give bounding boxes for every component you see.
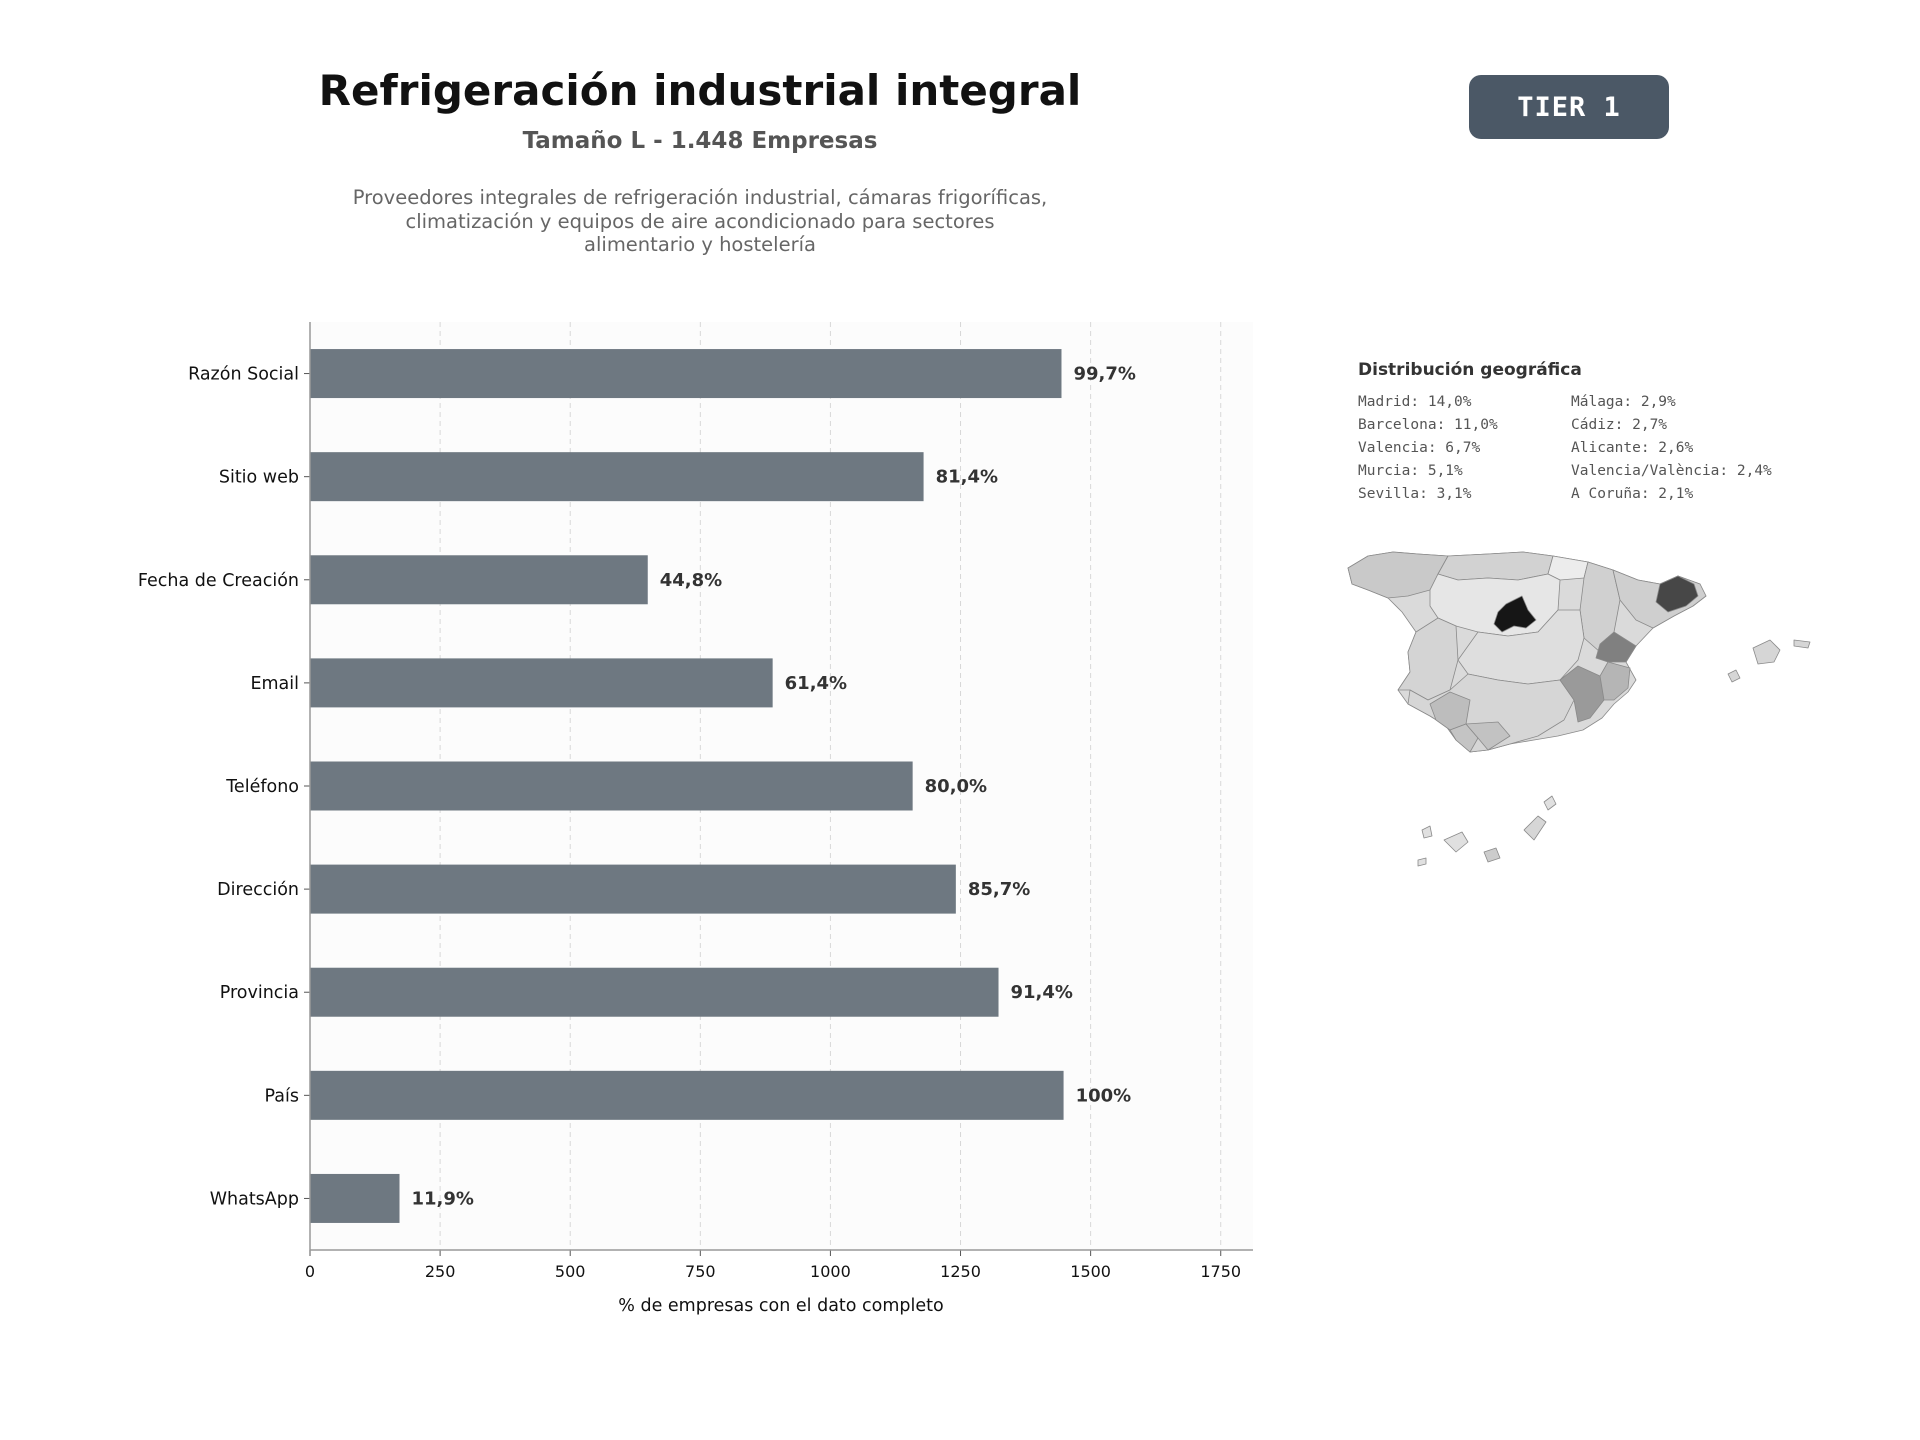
map-canary-5	[1543, 795, 1557, 811]
x-tick-label: 500	[555, 1262, 586, 1281]
geo-list: Madrid: 14,0% Málaga: 2,9% Barcelona: 11…	[1358, 394, 1858, 502]
data-label: 85,7%	[968, 879, 1030, 900]
data-label: 11,9%	[412, 1188, 474, 1209]
bar	[310, 452, 924, 502]
map-cantabria	[1437, 551, 1554, 581]
bar	[310, 658, 773, 708]
y-tick-label: País	[265, 1086, 299, 1106]
map-ibiza	[1727, 669, 1741, 683]
y-tick-label: Teléfono	[225, 777, 299, 797]
spain-map	[1347, 551, 1811, 867]
map-valencia	[1595, 631, 1637, 663]
map-basque	[1547, 555, 1589, 581]
bar	[310, 1070, 1064, 1120]
y-tick-label: Provincia	[220, 983, 299, 1003]
map-barcelona	[1655, 575, 1699, 613]
geo-item: A Coruña: 2,1%	[1571, 486, 1694, 502]
bars	[310, 349, 1064, 1223]
geo-item: Barcelona: 11,0%	[1358, 417, 1498, 433]
geo-item: Alicante: 2,6%	[1571, 440, 1694, 456]
y-tick-label: Email	[250, 674, 299, 694]
y-tick-label: Razón Social	[188, 365, 299, 385]
sector-description: Proveedores integrales de refrigeración …	[352, 186, 1048, 256]
bar	[310, 761, 913, 811]
map-extremadura	[1397, 617, 1459, 701]
x-tick-label: 0	[305, 1262, 315, 1281]
map-canary-2	[1483, 847, 1501, 863]
y-axis-labels: Razón Social Sitio web Fecha de Creación Em…	[138, 365, 310, 1209]
data-label: 81,4%	[936, 467, 998, 488]
geo-item: Murcia: 5,1%	[1358, 463, 1463, 479]
bar	[310, 967, 999, 1017]
data-label: 61,4%	[785, 673, 847, 694]
geo-item: Valencia: 6,7%	[1358, 440, 1481, 456]
y-tick-label: WhatsApp	[210, 1189, 299, 1209]
map-canary-6	[1417, 857, 1427, 867]
map-canary-3	[1421, 825, 1433, 839]
bar	[310, 555, 648, 605]
geo-item: Sevilla: 3,1%	[1358, 486, 1472, 502]
bar	[310, 864, 956, 914]
map-cadiz	[1449, 723, 1479, 753]
tier-badge: TIER 1	[1469, 75, 1669, 139]
bar	[310, 349, 1062, 399]
geo-item: Málaga: 2,9%	[1571, 394, 1676, 410]
x-tick-label: 1750	[1200, 1262, 1241, 1281]
x-tick-label: 1000	[810, 1262, 851, 1281]
bar-chart: 99,7% 81,4% 44,8% 61,4% 80,0% 85,7% 91,4% 100% 1…	[138, 322, 1253, 1316]
data-label: 44,8%	[660, 570, 722, 591]
geo-title: Distribución geográfica	[1358, 360, 1582, 380]
geo-item: Valencia/València: 2,4%	[1571, 463, 1772, 479]
chart-title: Refrigeración industrial integral	[318, 66, 1082, 115]
geo-item: Cádiz: 2,7%	[1571, 417, 1668, 433]
y-tick-label: Dirección	[217, 880, 299, 900]
map-canary-4	[1523, 815, 1547, 841]
x-tick-label: 1500	[1070, 1262, 1111, 1281]
geo-distribution-panel: Distribución geográfica Madrid: 14,0% Má…	[1358, 360, 1858, 502]
map-malaga	[1465, 721, 1511, 751]
x-tick-label: 1250	[940, 1262, 981, 1281]
x-tick-label: 250	[425, 1262, 456, 1281]
y-tick-label: Fecha de Creación	[138, 571, 299, 591]
x-axis-ticks: 0 250 500 750 1000 1250 1500 1750	[305, 1250, 1241, 1281]
geo-item: Madrid: 14,0%	[1358, 394, 1472, 410]
chart-subtitle: Tamaño L - 1.448 Empresas	[522, 128, 878, 154]
data-label: 80,0%	[925, 776, 987, 797]
map-menorca	[1793, 639, 1811, 649]
data-label: 91,4%	[1011, 982, 1073, 1003]
data-label: 99,7%	[1073, 364, 1135, 385]
map-mallorca	[1752, 639, 1781, 665]
data-label: 100%	[1076, 1085, 1132, 1106]
x-tick-label: 750	[685, 1262, 716, 1281]
map-canary-1	[1443, 831, 1469, 853]
y-tick-label: Sitio web	[219, 468, 299, 488]
x-axis-label: % de empresas con el dato completo	[618, 1296, 943, 1316]
bar	[310, 1173, 400, 1223]
data-labels: 99,7% 81,4% 44,8% 61,4% 80,0% 85,7% 91,4% 100% 1…	[412, 364, 1136, 1210]
map-madrid	[1493, 595, 1537, 633]
